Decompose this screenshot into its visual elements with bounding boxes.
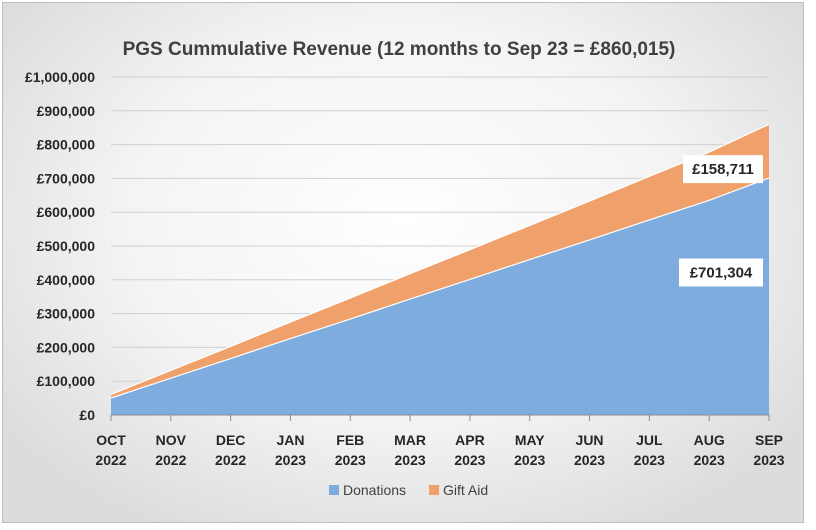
y-tick-label: £600,000 bbox=[37, 204, 96, 220]
y-tick-label: £800,000 bbox=[37, 137, 96, 153]
x-tick-label-year: 2023 bbox=[275, 452, 306, 468]
donations-data-label: £701,304 bbox=[690, 264, 753, 281]
x-tick-label-month: NOV bbox=[156, 432, 187, 448]
area-series bbox=[110, 123, 770, 415]
x-tick-label-month: OCT bbox=[96, 432, 126, 448]
y-tick-label: £500,000 bbox=[37, 238, 96, 254]
x-tick-label-month: MAR bbox=[394, 432, 426, 448]
legend-label: Donations bbox=[343, 482, 406, 498]
x-tick-label-month: SEP bbox=[755, 432, 783, 448]
x-tick-label-month: JUL bbox=[636, 432, 663, 448]
x-tick-label-month: DEC bbox=[216, 432, 246, 448]
revenue-area-chart: PGS Cummulative Revenue (12 months to Se… bbox=[25, 39, 785, 498]
x-tick-label-year: 2023 bbox=[514, 452, 545, 468]
x-tick-label-month: AUG bbox=[694, 432, 725, 448]
axes: £0 £100,000 £200,000 £300,000 £400,000 £500,0… bbox=[25, 69, 785, 468]
gift-aid-edge bbox=[110, 123, 770, 395]
x-tick-label-month: APR bbox=[455, 432, 485, 448]
gridlines bbox=[111, 76, 769, 382]
x-tick-label-year: 2023 bbox=[634, 452, 665, 468]
y-tick-label: £300,000 bbox=[37, 306, 96, 322]
x-tick-label-year: 2023 bbox=[574, 452, 605, 468]
x-tick-label-month: JAN bbox=[276, 432, 304, 448]
legend: Donations Gift Aid bbox=[329, 482, 488, 498]
legend-label: Gift Aid bbox=[443, 482, 488, 498]
y-tick-label: £1,000,000 bbox=[25, 69, 95, 85]
donations-edge bbox=[110, 177, 770, 399]
y-tick-label: £400,000 bbox=[37, 272, 96, 288]
gift-aid-data-label: £158,711 bbox=[692, 161, 754, 178]
legend-swatch bbox=[429, 485, 439, 495]
x-tick-label-year: 2023 bbox=[694, 452, 725, 468]
data-labels: £158,711 £701,304 bbox=[679, 155, 763, 287]
legend-swatch bbox=[329, 485, 339, 495]
area-donations bbox=[111, 177, 769, 415]
chart-title: PGS Cummulative Revenue (12 months to Se… bbox=[123, 39, 676, 60]
x-tick-label-month: JUN bbox=[576, 432, 604, 448]
x-tick-label-year: 2023 bbox=[454, 452, 485, 468]
y-tick-label: £700,000 bbox=[37, 170, 96, 186]
x-tick-label-year: 2022 bbox=[215, 452, 246, 468]
area-gift-aid bbox=[111, 124, 769, 399]
x-tick-label-year: 2023 bbox=[753, 452, 784, 468]
y-tick-label: £0 bbox=[79, 407, 95, 423]
x-tick-label-year: 2022 bbox=[95, 452, 126, 468]
x-tick-label-year: 2023 bbox=[335, 452, 366, 468]
x-tick-label-year: 2022 bbox=[155, 452, 186, 468]
x-tick-label-month: FEB bbox=[336, 432, 364, 448]
donations-label-box bbox=[679, 258, 763, 287]
chart-frame: PGS Cummulative Revenue (12 months to Se… bbox=[2, 2, 804, 523]
y-tick-label: £200,000 bbox=[37, 339, 96, 355]
x-tick-label-year: 2023 bbox=[395, 452, 426, 468]
x-tick-label-month: MAY bbox=[515, 432, 545, 448]
y-tick-label: £100,000 bbox=[37, 373, 96, 389]
gift-aid-label-box bbox=[683, 155, 763, 184]
y-tick-label: £900,000 bbox=[37, 103, 96, 119]
